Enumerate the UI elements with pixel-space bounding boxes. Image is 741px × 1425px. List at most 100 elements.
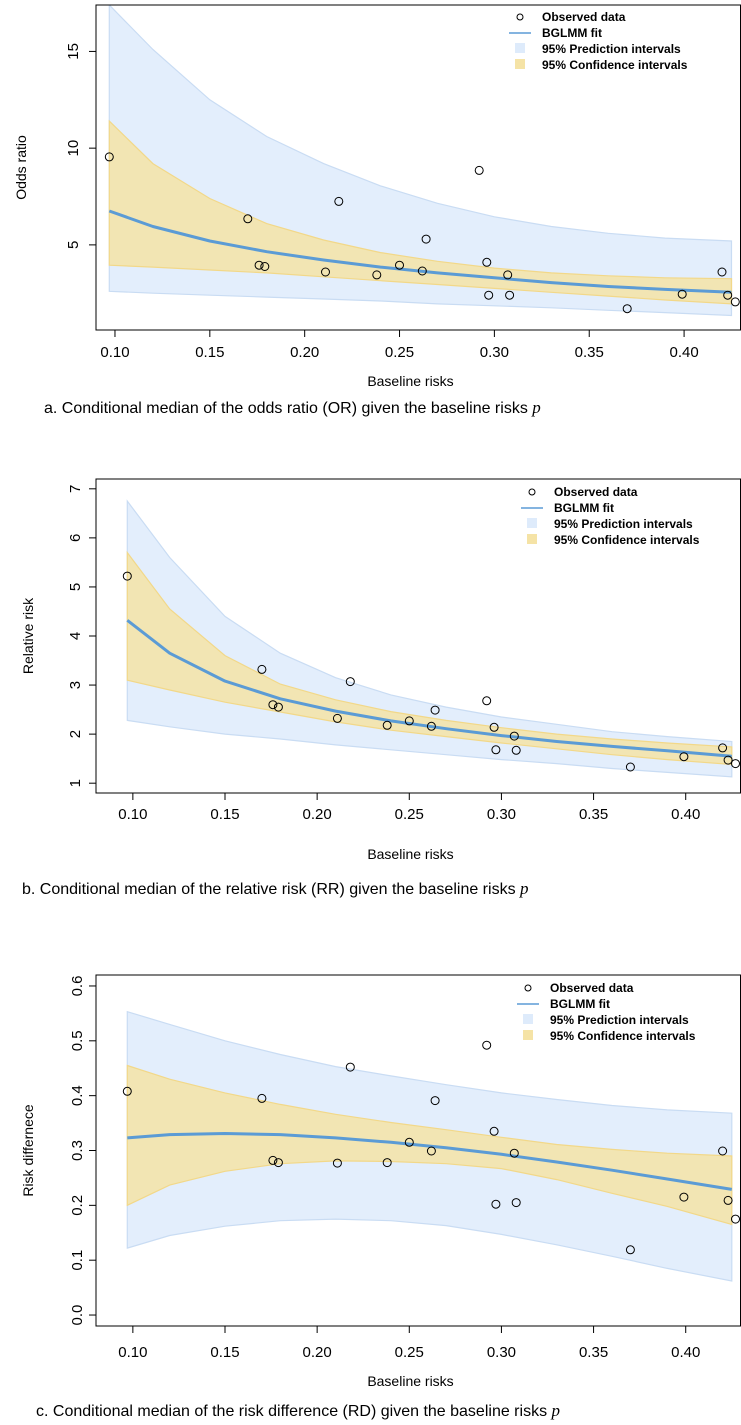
x-tick-label: 0.25	[395, 806, 424, 823]
data-point	[625, 762, 635, 772]
data-point	[730, 297, 740, 307]
data-point	[731, 1214, 740, 1224]
data-point	[334, 196, 344, 206]
y-tick-label: 4	[67, 632, 84, 640]
data-point	[321, 267, 330, 277]
data-point	[482, 696, 492, 706]
x-tick-label: 0.15	[210, 806, 239, 823]
legend-fit-label: BGLMM fit	[550, 997, 610, 1011]
legend-observed-marker	[516, 13, 524, 21]
legend-prediction-label: 95% Prediction intervals	[554, 517, 693, 531]
plot-area	[104, 5, 740, 317]
data-point	[723, 290, 733, 300]
y-tick-label: 0.1	[69, 1250, 86, 1271]
y-tick-label: 5	[67, 583, 84, 591]
y-axis: 1 2 3 4 5 6 7	[67, 485, 96, 787]
x-tick-label: 0.30	[487, 1344, 516, 1361]
figure-caption: b. Conditional median of the relative ri…	[22, 879, 529, 898]
y-tick-label: 15	[65, 43, 82, 60]
x-tick-label: 0.10	[100, 344, 129, 361]
x-axis-label: Baseline risks	[367, 846, 453, 862]
data-point	[723, 1195, 733, 1205]
legend-prediction-marker	[523, 1014, 533, 1024]
y-tick-label: 0.4	[69, 1085, 86, 1106]
y-tick-label: 7	[67, 485, 84, 493]
caption-math: p	[551, 1401, 561, 1420]
legend-prediction-marker	[515, 43, 525, 53]
caption-math: p	[531, 398, 541, 417]
legend-confidence-label: 95% Confidence intervals	[542, 58, 688, 72]
data-point	[254, 260, 264, 270]
caption-text: c. Conditional median of the risk differ…	[36, 1403, 552, 1420]
x-axis: 0.10 0.15 0.20 0.25 0.30 0.35 0.40	[118, 793, 700, 823]
y-axis: 5 10 15	[65, 43, 96, 249]
x-tick-label: 0.35	[579, 806, 608, 823]
data-point	[426, 1146, 436, 1156]
data-point	[509, 731, 519, 741]
legend-prediction-label: 95% Prediction intervals	[550, 1013, 689, 1027]
y-tick-label: 6	[67, 534, 84, 542]
y-axis: 0.0 0.1 0.2 0.3 0.4 0.5 0.6	[69, 976, 96, 1326]
fit-line	[108, 209, 732, 294]
data-point	[404, 1137, 414, 1147]
data-point	[731, 759, 740, 769]
y-tick-label: 10	[65, 140, 82, 157]
x-tick-label: 0.25	[395, 1344, 424, 1361]
data-point	[679, 1192, 689, 1202]
y-tick-label: 0.5	[69, 1030, 86, 1051]
data-point	[257, 664, 267, 674]
data-point	[622, 304, 632, 314]
data-point	[511, 745, 521, 755]
legend-confidence-label: 95% Confidence intervals	[554, 533, 700, 547]
data-point	[404, 716, 414, 726]
x-tick-label: 0.25	[385, 344, 414, 361]
y-tick-label: 0.0	[69, 1305, 86, 1326]
y-axis-label: Risk differnece	[20, 1104, 36, 1197]
data-point	[372, 270, 382, 280]
x-tick-label: 0.20	[290, 344, 319, 361]
data-point	[679, 752, 689, 762]
y-tick-label: 0.2	[69, 1195, 86, 1216]
data-point	[511, 1198, 521, 1208]
data-point	[718, 1146, 728, 1156]
data-point	[345, 677, 355, 687]
data-point	[718, 743, 728, 753]
data-point	[382, 720, 392, 730]
legend-observed-marker	[524, 984, 532, 992]
data-point	[421, 234, 431, 244]
x-axis: 0.10 0.15 0.20 0.25 0.30 0.35 0.40	[100, 330, 699, 361]
data-point	[484, 290, 494, 300]
legend: Observed data BGLMM fit 95% Prediction int…	[517, 981, 696, 1043]
x-tick-label: 0.20	[303, 806, 332, 823]
y-tick-label: 3	[67, 681, 84, 689]
caption-text: a. Conditional median of the odds ratio …	[44, 400, 532, 417]
data-point	[717, 267, 727, 277]
data-point	[482, 1040, 492, 1050]
x-tick-label: 0.35	[575, 344, 604, 361]
x-tick-label: 0.30	[480, 344, 509, 361]
data-point	[382, 1158, 392, 1168]
data-point	[268, 700, 278, 710]
x-axis-label: Baseline risks	[367, 1373, 453, 1389]
caption-text: b. Conditional median of the relative ri…	[22, 881, 520, 898]
data-point	[491, 745, 501, 755]
data-point	[345, 1062, 355, 1072]
data-point	[273, 702, 283, 712]
y-tick-label: 0.3	[69, 1140, 86, 1161]
x-tick-label: 0.10	[118, 1344, 147, 1361]
x-tick-label: 0.40	[671, 806, 700, 823]
legend-confidence-marker	[527, 534, 537, 544]
chart-panel-3: 0.10 0.15 0.20 0.25 0.30 0.35 0.40 Baseline ris…	[20, 974, 741, 1420]
x-tick-label: 0.10	[118, 806, 147, 823]
fit-line	[127, 1132, 733, 1191]
chart-panel-1: 0.10 0.15 0.20 0.25 0.30 0.35 0.40 Baseline ris…	[13, 4, 741, 417]
x-tick-label: 0.15	[210, 1344, 239, 1361]
plot-area	[122, 499, 740, 778]
legend-prediction-marker	[527, 518, 537, 528]
legend: Observed data BGLMM fit 95% Prediction int…	[521, 485, 700, 547]
figure-caption: a. Conditional median of the odds ratio …	[44, 398, 541, 417]
legend-confidence-marker	[515, 59, 525, 69]
data-point	[268, 1155, 278, 1165]
data-point	[505, 290, 515, 300]
